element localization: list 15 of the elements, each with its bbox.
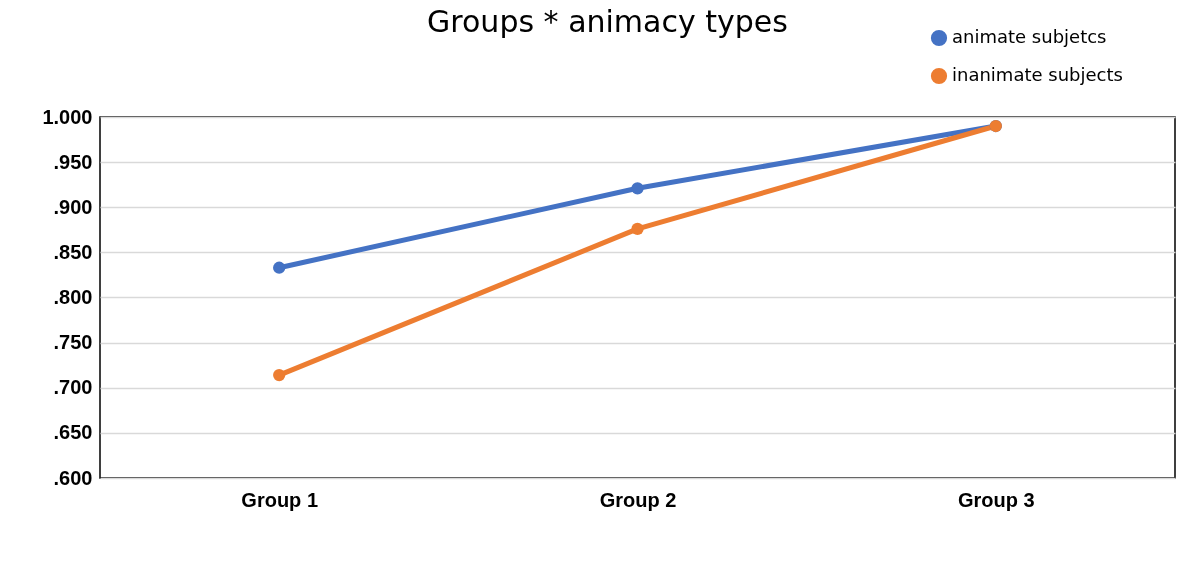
y-tick-label: .650	[53, 421, 93, 444]
chart-title: Groups * animacy types	[427, 4, 788, 39]
x-tick-label: Group 2	[599, 488, 677, 511]
y-tick-label: .900	[53, 195, 93, 218]
legend-label: animate subjetcs	[952, 26, 1107, 47]
y-tick-label: .600	[53, 466, 93, 489]
y-tick-label: .700	[53, 376, 93, 399]
y-tick-label: 1.000	[42, 105, 93, 128]
legend-label: inanimate subjects	[952, 64, 1123, 85]
y-tick-label: .950	[53, 150, 93, 173]
x-tick-label: Group 3	[958, 488, 1035, 511]
y-tick-label: .850	[53, 240, 93, 263]
x-tick-label: Group 1	[241, 488, 318, 511]
y-tick-label: .750	[53, 331, 93, 354]
y-tick-label: .800	[53, 286, 93, 308]
